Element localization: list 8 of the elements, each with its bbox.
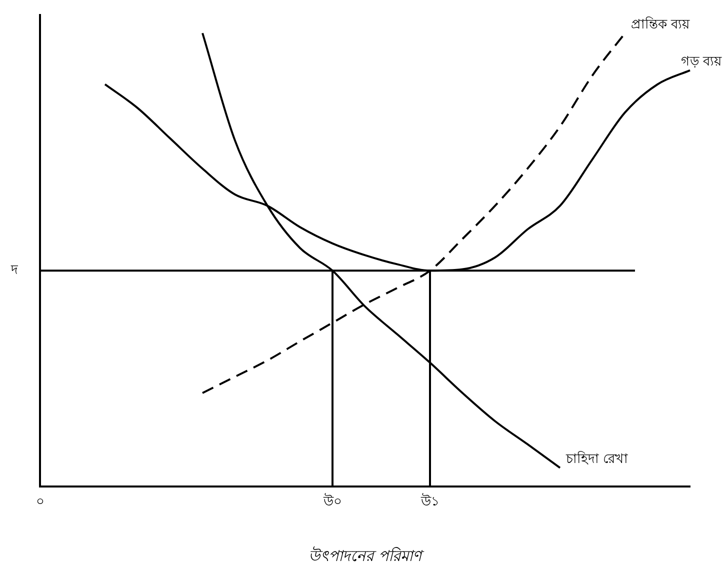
x-axis-title: উৎপাদনের পরিমাণ: [308, 546, 424, 565]
series-label: চাহিদা রেখা: [565, 451, 628, 468]
ref-line-label: দ: [10, 263, 18, 278]
x-tick-label: ০: [36, 494, 44, 510]
series-label: গড় ব্যয়: [680, 54, 722, 70]
x-tick-label: উ১: [420, 494, 439, 510]
x-tick-label: উ০: [322, 494, 342, 510]
series-label: প্রান্তিক ব্যয়: [631, 16, 690, 33]
